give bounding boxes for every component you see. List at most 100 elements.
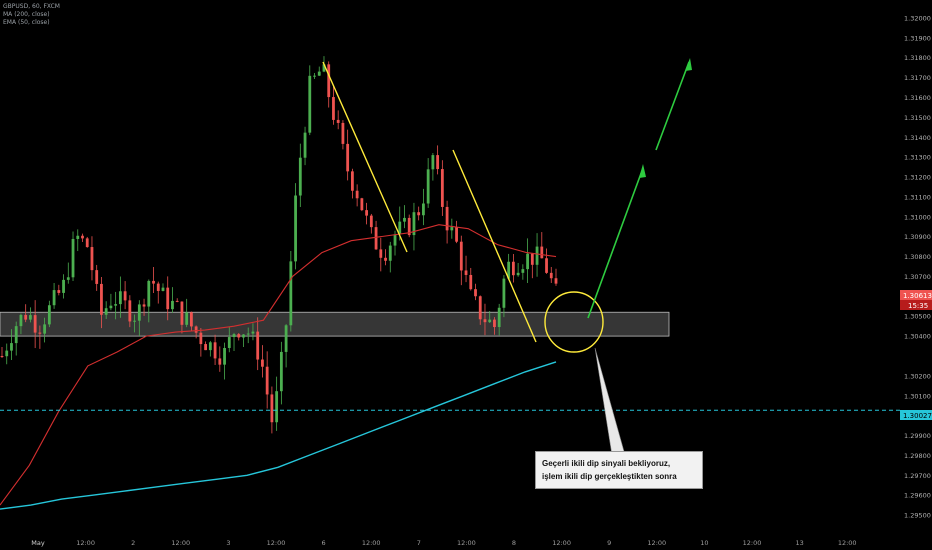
time-axis[interactable]: May 12:00 2 12:00 3 12:00 6 12:00 7 12:00 8 12:00 9 1…: [31, 539, 856, 547]
candle-body: [440, 169, 444, 207]
projection-arrow-2[interactable]: [655, 61, 690, 151]
candle-body: [256, 331, 260, 360]
time-tick-label: 8: [512, 539, 516, 547]
level-badge: [900, 410, 932, 420]
candle-body: [284, 325, 288, 352]
candle-body: [0, 355, 4, 357]
candle-body: [369, 215, 373, 228]
candle-body: [417, 212, 421, 216]
candle-body: [346, 143, 350, 172]
candle-body: [29, 315, 32, 320]
candle-body: [24, 314, 28, 320]
candle-body: [227, 337, 231, 348]
candle-body: [223, 347, 226, 365]
time-tick-label: 12:00: [267, 539, 286, 547]
time-tick-label: 6: [322, 539, 326, 547]
candle-body: [289, 261, 293, 326]
annotation-callout: Geçerli ikili dip sinyali bekliyoruz, iş…: [535, 451, 703, 489]
candle-body: [422, 203, 425, 216]
price-tick-label: 1.31400: [904, 134, 931, 142]
price-tick-label: 1.31100: [904, 193, 931, 201]
candle-body: [549, 272, 553, 279]
time-tick-label: 12:00: [76, 539, 95, 547]
candle-body: [104, 308, 108, 315]
candle-body: [76, 235, 80, 239]
candle-body: [171, 300, 174, 310]
last-price-badge: [900, 290, 932, 300]
last-price-label: 1.30613: [903, 292, 932, 300]
candle-body: [407, 217, 411, 236]
candle-body: [384, 257, 387, 261]
price-tick-label: 1.30200: [904, 372, 931, 380]
time-tick-label: 12:00: [457, 539, 476, 547]
candle-body: [298, 157, 302, 196]
candle-body: [270, 394, 274, 423]
candle-body: [251, 331, 255, 334]
price-tick-label: 1.30700: [904, 273, 931, 281]
candle-body: [379, 249, 383, 258]
time-tick-label: May: [31, 539, 45, 547]
candle-body: [128, 300, 132, 322]
candle-body: [90, 247, 94, 271]
ema50-line: [0, 224, 557, 506]
candle-body: [10, 343, 13, 351]
candle-body: [426, 169, 430, 204]
time-tick-label: 12:00: [552, 539, 571, 547]
candle-body: [142, 304, 146, 307]
candle-body: [118, 291, 122, 305]
price-axis[interactable]: 1.32000 1.31900 1.31800 1.31700 1.31600 1.315…: [904, 14, 931, 519]
candle-body: [497, 307, 501, 328]
candle-body: [5, 350, 9, 357]
price-tick-label: 1.31900: [904, 34, 931, 42]
candle-body: [294, 195, 297, 262]
symbol-title: GBPUSD, 60, FXCM: [3, 3, 60, 10]
candle-body: [450, 227, 454, 231]
candle-body: [313, 75, 316, 77]
candle-body: [114, 304, 118, 306]
candle-body: [47, 305, 51, 325]
candle-body: [109, 305, 113, 309]
candle-body: [507, 261, 511, 279]
candle-body: [62, 279, 65, 293]
candle-body: [516, 272, 520, 276]
candle-body: [218, 358, 222, 365]
candle-body: [156, 283, 160, 291]
candle-body: [511, 261, 515, 276]
candle-body: [360, 198, 364, 211]
double-bottom-circle[interactable]: [544, 291, 604, 353]
trendline-1[interactable]: [322, 61, 408, 253]
price-tick-label: 1.31200: [904, 174, 931, 182]
price-tick-label: 1.29700: [904, 472, 931, 480]
candle-body: [341, 122, 345, 144]
candle-body: [71, 238, 75, 278]
candle-body: [19, 314, 23, 327]
candle-body: [388, 245, 392, 261]
candle-body: [327, 64, 331, 98]
price-tick-label: 1.32000: [904, 14, 931, 22]
time-tick-label: 7: [417, 539, 421, 547]
time-tick-label: 3: [226, 539, 230, 547]
price-tick-label: 1.30100: [904, 392, 931, 400]
timer-badge: [900, 300, 932, 310]
candle-body: [261, 359, 264, 367]
candle-body: [147, 280, 151, 307]
candle-body: [464, 270, 468, 275]
trendline-2[interactable]: [452, 149, 537, 343]
candle-body: [194, 326, 198, 333]
projection-arrow-1[interactable]: [587, 167, 644, 319]
candle-body: [535, 246, 539, 265]
indicator-legend[interactable]: GBPUSD, 60, FXCM MA (200, close) EMA (50…: [3, 3, 60, 27]
candle-body: [393, 234, 397, 246]
candle-body: [303, 132, 307, 158]
time-tick-label: 12:00: [838, 539, 857, 547]
candle-body: [493, 319, 496, 328]
candle-body: [483, 319, 487, 323]
price-tick-label: 1.30900: [904, 233, 931, 241]
candle-body: [336, 119, 340, 123]
candle-body: [14, 326, 18, 344]
candle-body: [403, 217, 406, 222]
candle-body: [521, 269, 525, 273]
candle-body: [412, 212, 416, 236]
candle-body: [554, 278, 558, 284]
